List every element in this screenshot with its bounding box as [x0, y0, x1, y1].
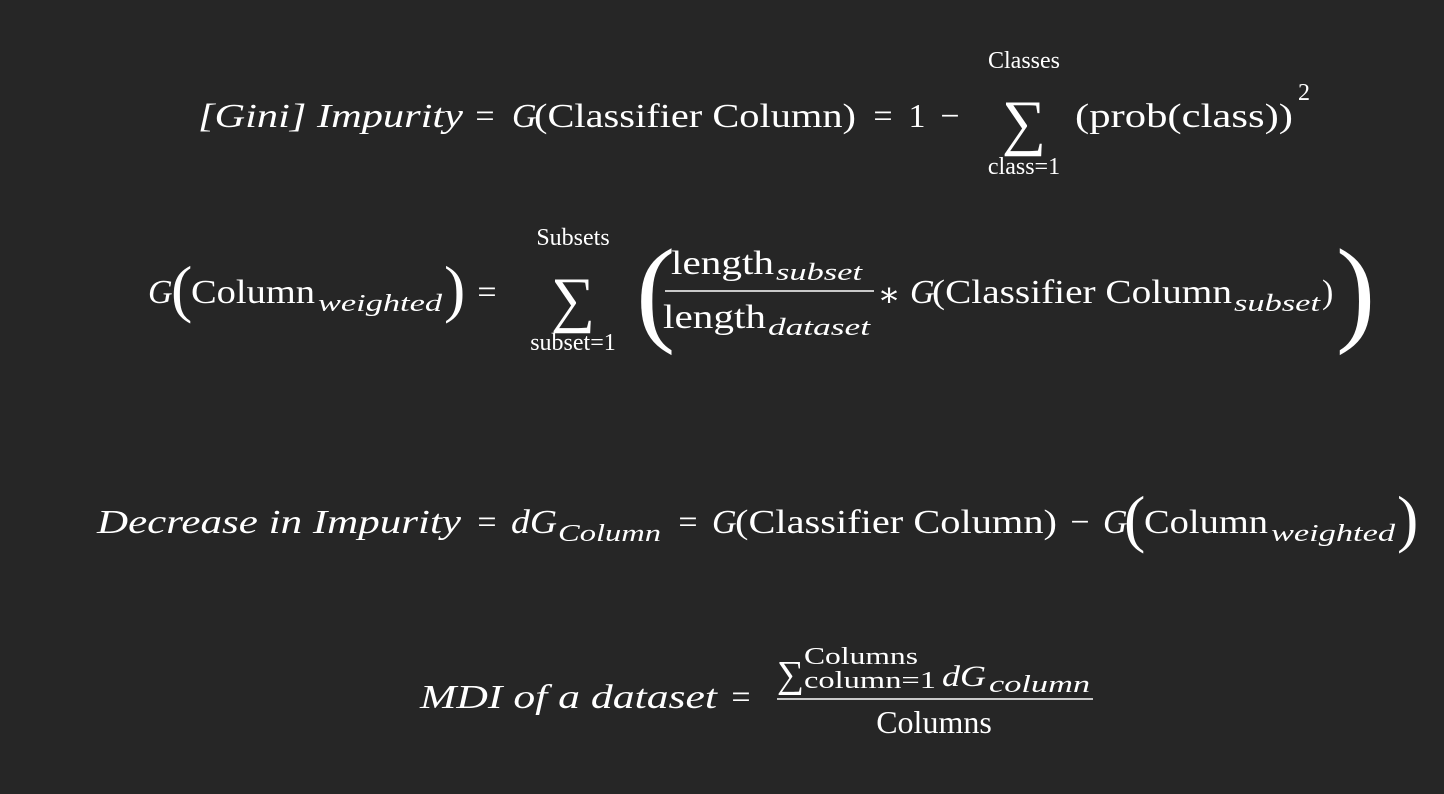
- operator: =: [477, 274, 496, 311]
- operator: −: [1070, 504, 1089, 541]
- sum-upper: Classes: [988, 48, 1060, 74]
- operator: =: [731, 679, 750, 716]
- paren: (: [171, 253, 192, 324]
- subscript: subset: [776, 260, 864, 286]
- term: Column: [1144, 504, 1268, 541]
- term: Column: [191, 274, 315, 311]
- subscript: dataset: [768, 315, 872, 341]
- sum-upper: Subsets: [536, 225, 609, 251]
- paren: (: [1124, 483, 1145, 554]
- term: G: [512, 98, 537, 135]
- term: (Classifier Column: [932, 274, 1232, 311]
- term: (Classifier Column): [735, 504, 1057, 541]
- exponent: 2: [1298, 80, 1310, 106]
- operator: −: [940, 98, 959, 135]
- paren: ): [1397, 483, 1418, 554]
- term: G: [910, 274, 935, 311]
- sum-sign: ∑: [777, 654, 804, 696]
- term: [Gini] Impurity: [198, 98, 464, 135]
- term: G: [1103, 504, 1128, 541]
- term: Decrease in Impurity: [96, 504, 462, 541]
- term: G: [148, 274, 173, 311]
- subscript: weighted: [1271, 521, 1396, 547]
- paren: ): [444, 253, 465, 324]
- sum-upper: Columns: [804, 644, 918, 670]
- operator: =: [475, 98, 494, 135]
- denominator: length: [663, 299, 766, 336]
- equation-decrease: Decrease in Impurity = dG Column = G (Cl…: [96, 483, 1419, 554]
- operator: =: [678, 504, 697, 541]
- equation-gini: [Gini] Impurity = G (Classifier Column) …: [198, 48, 1310, 180]
- sum-sign: ∑: [1002, 89, 1046, 157]
- subscript: Column: [558, 521, 661, 547]
- subscript: column: [989, 672, 1090, 698]
- term: 1: [909, 98, 926, 135]
- sum-sign: ∑: [551, 266, 595, 334]
- paren: ): [1322, 274, 1333, 311]
- term: G: [712, 504, 737, 541]
- operator: ∗: [877, 277, 900, 314]
- equation-mdi: MDI of a dataset = ∑ Columns column=1 dG…: [419, 644, 1093, 740]
- numerator: length: [671, 245, 774, 282]
- term: dG: [511, 504, 557, 541]
- term: MDI of a dataset: [419, 679, 719, 716]
- denominator: Columns: [876, 704, 992, 740]
- sum-lower: column=1: [804, 668, 936, 694]
- paren: ): [1336, 225, 1375, 356]
- operator: =: [477, 504, 496, 541]
- operator: =: [873, 98, 892, 135]
- sum-lower: class=1: [988, 154, 1060, 180]
- term: (prob(class)): [1075, 98, 1293, 135]
- term: dG: [942, 660, 986, 693]
- subscript: subset: [1234, 291, 1322, 317]
- equation-weighted: G ( Column weighted ) = Subsets ∑ subset…: [148, 225, 1375, 356]
- sum-lower: subset=1: [530, 330, 616, 356]
- subscript: weighted: [318, 291, 443, 317]
- term: (Classifier Column): [534, 98, 856, 135]
